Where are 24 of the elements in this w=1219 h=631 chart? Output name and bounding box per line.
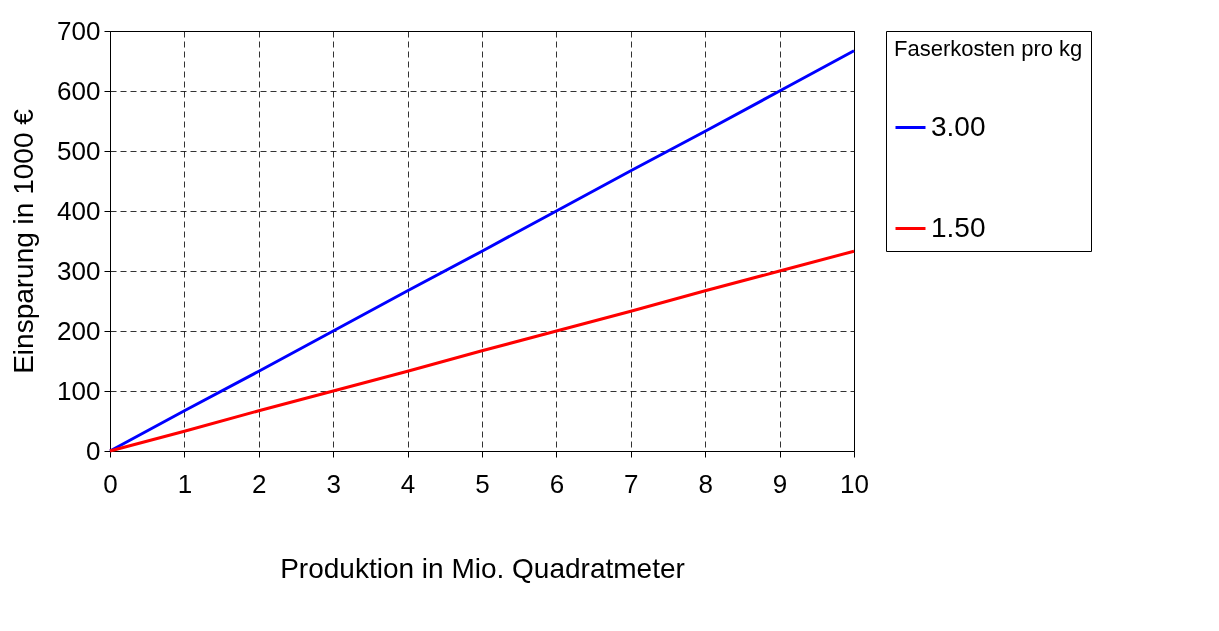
x-tick-label: 2 (252, 468, 267, 499)
legend-label: 1.50 (931, 211, 986, 243)
x-tick-label: 3 (326, 468, 341, 499)
y-tick-label: 500 (57, 135, 101, 166)
x-axis-title: Produktion in Mio. Quadratmeter (280, 552, 685, 584)
y-axis-title: Einsparung in 1000 € (8, 108, 40, 374)
x-tick-label: 7 (624, 468, 639, 499)
y-tick-label: 300 (57, 255, 101, 286)
legend-label: 3.00 (931, 110, 986, 142)
y-tick-label: 700 (57, 15, 101, 46)
y-tick-label: 200 (57, 315, 101, 346)
x-tick-label: 10 (840, 468, 869, 499)
line-series (108, 249, 856, 453)
x-tick-label: 9 (772, 468, 788, 499)
x-tick-label: 5 (475, 468, 490, 499)
legend-title: Faserkosten pro kg (894, 36, 1083, 61)
y-tick-label: 400 (57, 195, 101, 226)
y-tick-label: 600 (57, 75, 101, 106)
x-tick-label: 1 (177, 468, 193, 499)
x-tick-label: 8 (698, 468, 713, 499)
x-tick-label: 4 (400, 468, 416, 499)
x-tick-label: 6 (549, 468, 565, 499)
y-tick-label: 0 (86, 435, 101, 466)
y-tick-label: 100 (57, 375, 101, 406)
